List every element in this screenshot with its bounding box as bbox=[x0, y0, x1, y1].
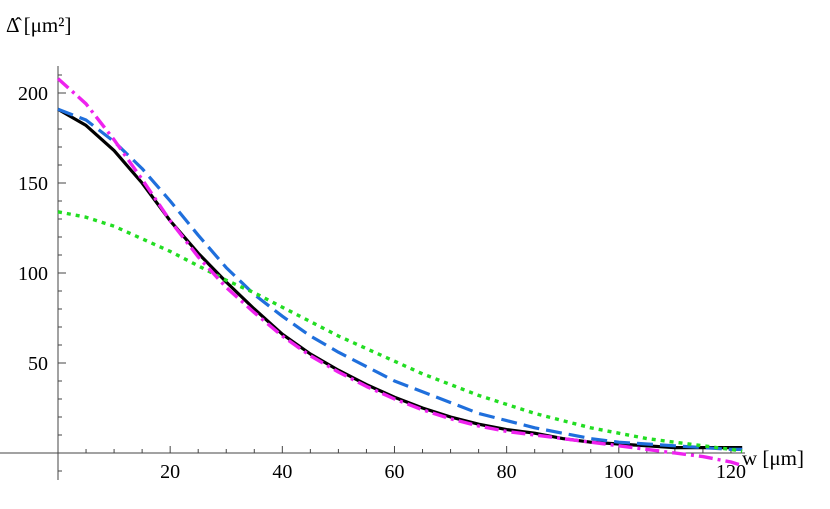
series-line-2-dashed bbox=[57, 107, 743, 451]
y-tick-label: 100 bbox=[18, 263, 48, 285]
x-tick-label: 120 bbox=[716, 461, 746, 483]
series-line-3-dotted bbox=[57, 210, 743, 453]
x-tick-label: 60 bbox=[384, 461, 404, 483]
axes: 20 40 60 80 100 120 50 100 150 200 bbox=[0, 66, 746, 483]
y-tick-label: 200 bbox=[18, 83, 48, 105]
x-tick-label: 20 bbox=[160, 461, 180, 483]
y-tick-label: 50 bbox=[28, 353, 48, 375]
x-axis-label: w [μm] bbox=[742, 446, 804, 470]
x-tick-label: 100 bbox=[604, 461, 634, 483]
series-line-1-solid bbox=[57, 107, 743, 450]
x-tick-label: 40 bbox=[272, 461, 292, 483]
series-group bbox=[56, 77, 743, 468]
series-line-4-dash-dot bbox=[56, 77, 743, 468]
y-axis-label: Δ̂ [μm²] bbox=[6, 13, 71, 37]
y-tick-label: 150 bbox=[18, 173, 48, 195]
x-tick-label: 80 bbox=[497, 461, 517, 483]
